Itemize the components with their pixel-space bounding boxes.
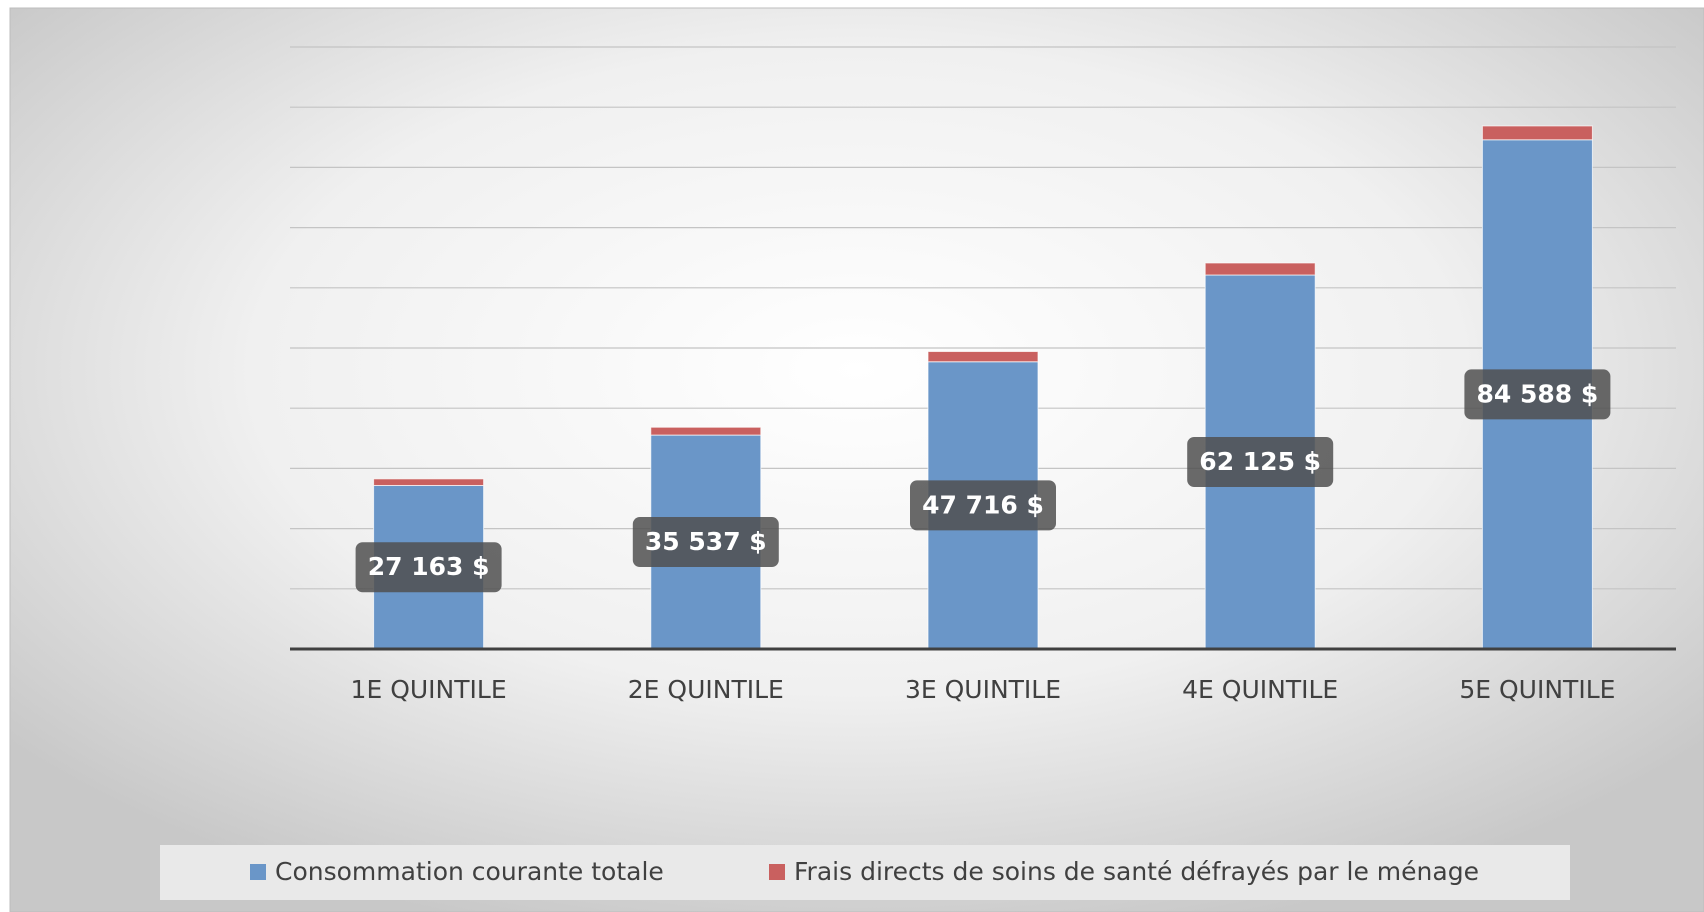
data-label-box: [632, 517, 779, 568]
data-label-box: [1187, 437, 1334, 488]
data-label: 84 588 $: [1477, 379, 1599, 408]
bar-segment: [1204, 262, 1316, 276]
legend-label: Consommation courante totale: [275, 857, 664, 886]
data-label: 35 537 $: [645, 527, 767, 556]
bar-segment: [373, 478, 485, 486]
legend-label: Frais directs de soins de santé défrayés…: [794, 857, 1479, 886]
data-label-box: [910, 480, 1056, 531]
legend-swatch: [250, 864, 266, 880]
bar-segment: [1481, 125, 1593, 141]
chart-area: [9, 7, 1704, 912]
x-tick-label: 4E QUINTILE: [1182, 675, 1338, 704]
x-tick-label: 5E QUINTILE: [1459, 675, 1615, 704]
x-tick-label: 1E QUINTILE: [351, 675, 507, 704]
data-label: 62 125 $: [1199, 447, 1321, 476]
x-tick-label: 2E QUINTILE: [628, 675, 784, 704]
x-tick-label: 3E QUINTILE: [905, 675, 1061, 704]
data-label-box: [355, 542, 502, 593]
data-label: 27 163 $: [368, 552, 490, 581]
legend-swatch: [769, 864, 785, 880]
bar-segment: [650, 426, 762, 436]
data-label-box: [1464, 369, 1611, 420]
data-label: 47 716 $: [922, 490, 1044, 519]
bar-segment: [927, 351, 1039, 363]
legend-box: [160, 845, 1570, 900]
